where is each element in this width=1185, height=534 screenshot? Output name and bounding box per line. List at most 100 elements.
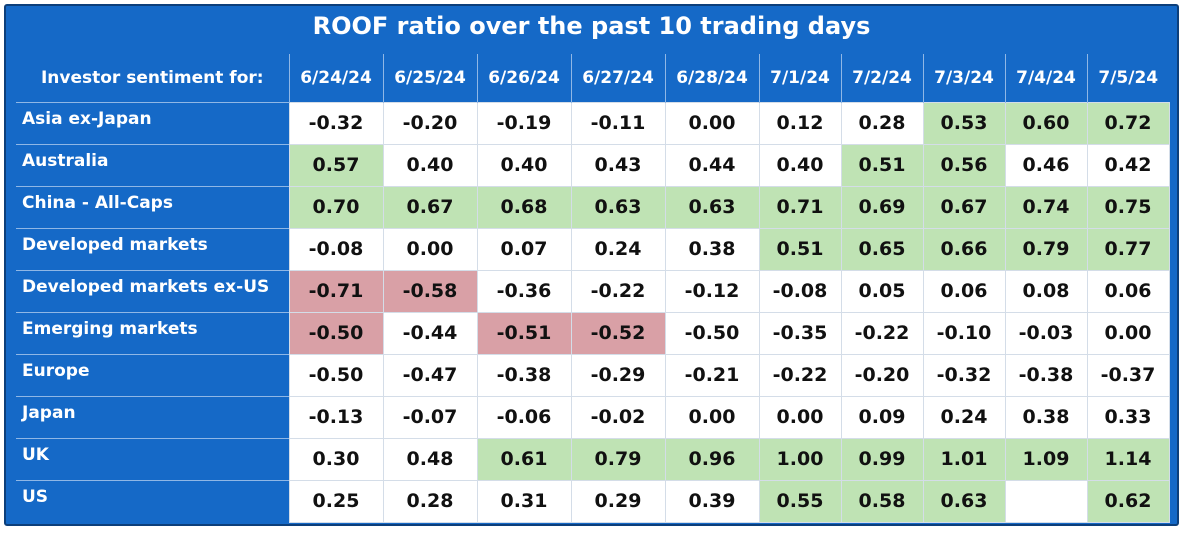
table-cell: -0.35 bbox=[758, 311, 842, 355]
column-header: 6/25/24 bbox=[382, 54, 477, 102]
table-cell: -0.08 bbox=[288, 227, 384, 271]
table-cell: -0.32 bbox=[288, 101, 384, 145]
table-cell: 0.70 bbox=[288, 185, 384, 229]
table-cell: -0.19 bbox=[476, 101, 572, 145]
table-cell: 0.40 bbox=[382, 143, 478, 187]
row-label: Japan bbox=[16, 395, 289, 438]
table-cell: 0.07 bbox=[476, 227, 572, 271]
table-cell: 0.00 bbox=[758, 395, 842, 439]
table-cell: 0.05 bbox=[840, 269, 924, 313]
table-row: Australia 0.57 0.40 0.40 0.43 0.44 0.40 0.51 0.5… bbox=[16, 143, 1170, 187]
row-label: Developed markets ex-US bbox=[16, 269, 289, 312]
table-cell: -0.03 bbox=[1004, 311, 1088, 355]
table-cell: -0.38 bbox=[1004, 353, 1088, 397]
table-cell: 0.40 bbox=[476, 143, 572, 187]
column-header: 7/4/24 bbox=[1004, 54, 1087, 102]
column-header: 6/26/24 bbox=[476, 54, 571, 102]
table-cell: -0.52 bbox=[570, 311, 666, 355]
table-cell: 0.00 bbox=[382, 227, 478, 271]
row-label: Asia ex-Japan bbox=[16, 101, 289, 144]
table-cell: 0.66 bbox=[922, 227, 1006, 271]
roof-ratio-table: Investor sentiment for: 6/24/24 6/25/24 6/… bbox=[16, 54, 1170, 523]
table-row: Asia ex-Japan -0.32 -0.20 -0.19 -0.11 0.00 0.1… bbox=[16, 101, 1170, 145]
table-cell: 0.12 bbox=[758, 101, 842, 145]
column-header: 6/27/24 bbox=[570, 54, 665, 102]
table-row: Europe -0.50 -0.47 -0.38 -0.29 -0.21 -0.22 -0.2… bbox=[16, 353, 1170, 397]
table-cell: 0.00 bbox=[664, 101, 760, 145]
table-cell: 0.72 bbox=[1086, 101, 1170, 145]
table-cell: 0.43 bbox=[570, 143, 666, 187]
column-header: 6/24/24 bbox=[288, 54, 383, 102]
table-cell: 0.51 bbox=[758, 227, 842, 271]
table-cell: 0.60 bbox=[1004, 101, 1088, 145]
table-cell: 0.38 bbox=[664, 227, 760, 271]
table-cell: 0.61 bbox=[476, 437, 572, 481]
table-cell: 0.99 bbox=[840, 437, 924, 481]
table-cell: 0.00 bbox=[664, 395, 760, 439]
table-cell: -0.08 bbox=[758, 269, 842, 313]
table-cell: 1.01 bbox=[922, 437, 1006, 481]
table-cell: 0.33 bbox=[1086, 395, 1170, 439]
table-cell: -0.12 bbox=[664, 269, 760, 313]
row-label: US bbox=[16, 479, 289, 522]
table-cell bbox=[1004, 479, 1088, 523]
row-label: Europe bbox=[16, 353, 289, 396]
table-row: Japan -0.13 -0.07 -0.06 -0.02 0.00 0.00 0.09 0.2… bbox=[16, 395, 1170, 439]
row-label: Developed markets bbox=[16, 227, 289, 270]
table-cell: -0.32 bbox=[922, 353, 1006, 397]
table-cell: 0.46 bbox=[1004, 143, 1088, 187]
table-cell: 0.79 bbox=[1004, 227, 1088, 271]
table-cell: 0.77 bbox=[1086, 227, 1170, 271]
table-cell: 0.00 bbox=[1086, 311, 1170, 355]
table-cell: 0.25 bbox=[288, 479, 384, 523]
table-cell: -0.10 bbox=[922, 311, 1006, 355]
table-cell: 0.24 bbox=[570, 227, 666, 271]
table-cell: 0.63 bbox=[664, 185, 760, 229]
table-cell: 0.58 bbox=[840, 479, 924, 523]
table-cell: -0.22 bbox=[570, 269, 666, 313]
table-cell: 0.79 bbox=[570, 437, 666, 481]
table-body: Asia ex-Japan -0.32 -0.20 -0.19 -0.11 0.00 0.1… bbox=[16, 101, 1170, 523]
table-cell: -0.50 bbox=[288, 311, 384, 355]
table-cell: -0.47 bbox=[382, 353, 478, 397]
table-cell: 1.14 bbox=[1086, 437, 1170, 481]
column-header: 7/1/24 bbox=[758, 54, 841, 102]
table-row: US 0.25 0.28 0.31 0.29 0.39 0.55 0.58 0.63 0.62 bbox=[16, 479, 1170, 523]
column-header: 7/2/24 bbox=[840, 54, 923, 102]
column-header: 7/3/24 bbox=[922, 54, 1005, 102]
table-cell: -0.71 bbox=[288, 269, 384, 313]
table-cell: 0.39 bbox=[664, 479, 760, 523]
table-cell: 0.53 bbox=[922, 101, 1006, 145]
table-cell: -0.51 bbox=[476, 311, 572, 355]
table-cell: 0.08 bbox=[1004, 269, 1088, 313]
table-cell: 0.40 bbox=[758, 143, 842, 187]
table-row: Emerging markets -0.50 -0.44 -0.51 -0.52 -0.5… bbox=[16, 311, 1170, 355]
table-cell: 0.06 bbox=[1086, 269, 1170, 313]
table-cell: -0.20 bbox=[382, 101, 478, 145]
table-cell: 0.69 bbox=[840, 185, 924, 229]
table-cell: 0.75 bbox=[1086, 185, 1170, 229]
table-cell: 0.09 bbox=[840, 395, 924, 439]
table-cell: 0.63 bbox=[922, 479, 1006, 523]
chart-title: ROOF ratio over the past 10 trading days bbox=[312, 12, 871, 40]
table-cell: -0.02 bbox=[570, 395, 666, 439]
row-label: China - All-Caps bbox=[16, 185, 289, 228]
column-header: 7/5/24 bbox=[1086, 54, 1169, 102]
table-cell: -0.21 bbox=[664, 353, 760, 397]
table-cell: 0.42 bbox=[1086, 143, 1170, 187]
table-cell: -0.29 bbox=[570, 353, 666, 397]
table-cell: 0.31 bbox=[476, 479, 572, 523]
table-cell: 0.57 bbox=[288, 143, 384, 187]
table-cell: -0.37 bbox=[1086, 353, 1170, 397]
table-cell: -0.36 bbox=[476, 269, 572, 313]
corner-label: Investor sentiment for: bbox=[40, 67, 264, 88]
table-cell: 0.96 bbox=[664, 437, 760, 481]
table-cell: -0.20 bbox=[840, 353, 924, 397]
table-cell: 1.09 bbox=[1004, 437, 1088, 481]
table-row: Developed markets -0.08 0.00 0.07 0.24 0.38 0.… bbox=[16, 227, 1170, 271]
header-row: Investor sentiment for: 6/24/24 6/25/24 6/… bbox=[16, 54, 1169, 102]
table-row: Developed markets ex-US -0.71 -0.58 -0.36 -0… bbox=[16, 269, 1170, 313]
table-cell: -0.13 bbox=[288, 395, 384, 439]
table-cell: 1.00 bbox=[758, 437, 842, 481]
table-cell: 0.38 bbox=[1004, 395, 1088, 439]
